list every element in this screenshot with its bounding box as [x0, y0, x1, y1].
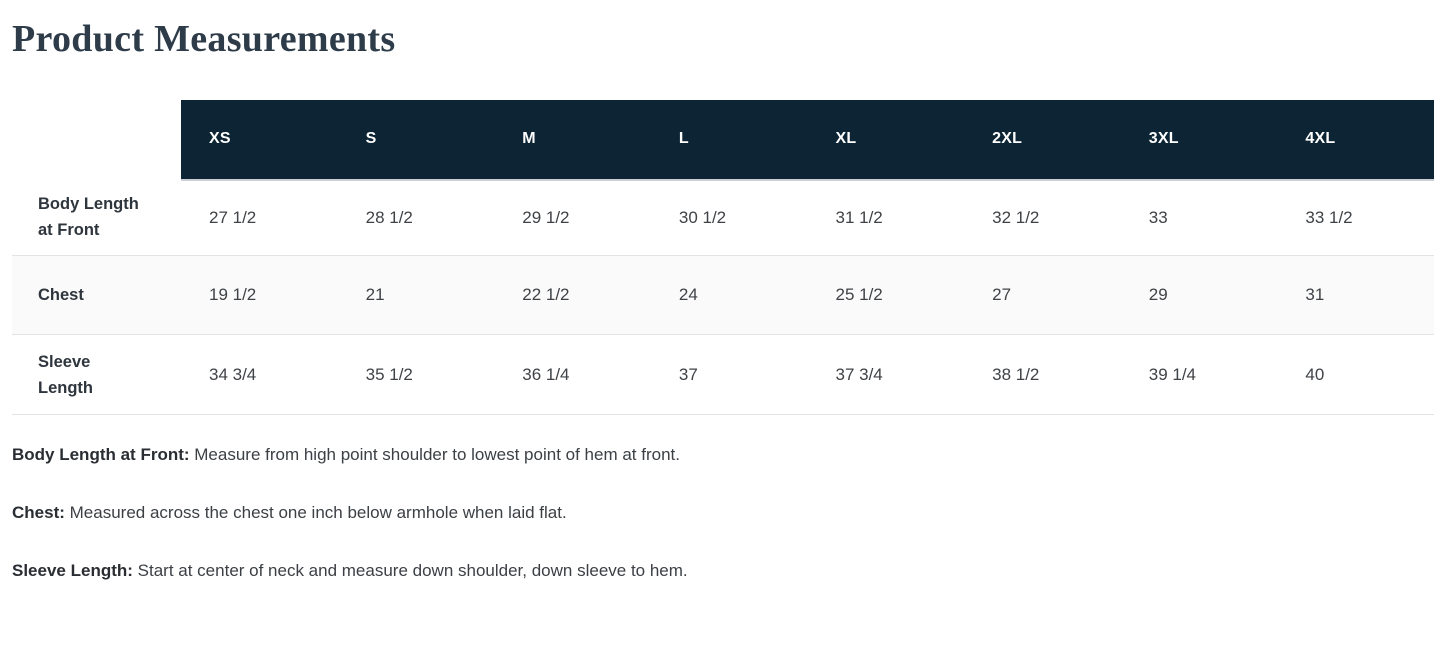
size-column-header-m: M	[494, 99, 651, 181]
measurement-cell: 21	[365, 285, 385, 304]
measurement-cell: 31 1/2	[835, 207, 883, 227]
measurement-cell: 31	[1305, 285, 1325, 304]
size-column-header-3xl: 3XL	[1120, 99, 1278, 181]
note-term: Sleeve Length:	[12, 561, 133, 580]
note-body-length: Body Length at Front: Measure from high …	[12, 443, 1434, 466]
row-label-chest: Chest	[38, 286, 84, 304]
measurement-cell: 35 1/2	[365, 364, 413, 384]
table-row-body-length: Body Length at Front 27 1/2 28 1/2 29 1/…	[12, 180, 1434, 256]
measurement-cell: 33	[1148, 207, 1168, 227]
measurement-cell: 29 1/2	[522, 207, 570, 227]
note-chest: Chest: Measured across the chest one inc…	[12, 501, 1434, 524]
measurement-cell: 29	[1148, 285, 1168, 304]
note-text: Measured across the chest one inch below…	[69, 503, 567, 522]
size-column-header-2xl: 2XL	[964, 99, 1121, 181]
measurement-cell: 30 1/2	[678, 207, 727, 227]
measurement-cell: 36 1/4	[522, 364, 570, 384]
note-text: Measure from high point shoulder to lowe…	[194, 445, 680, 464]
measurement-cell: 27 1/2	[209, 207, 257, 227]
product-measurements-section: Product Measurements XS S M L XL 2XL 3XL…	[12, 18, 1434, 582]
note-term: Chest:	[12, 503, 65, 522]
measurement-cell: 40	[1305, 364, 1325, 384]
measurement-cell: 24	[678, 285, 698, 304]
measurement-cell: 28 1/2	[365, 207, 413, 227]
note-term: Body Length at Front:	[12, 445, 190, 464]
note-sleeve-length: Sleeve Length: Start at center of neck a…	[12, 559, 1434, 582]
page-title: Product Measurements	[12, 18, 396, 60]
measurement-cell: 19 1/2	[209, 285, 257, 304]
measurement-cell: 39 1/4	[1148, 364, 1197, 384]
measurements-table: XS S M L XL 2XL 3XL 4XL Body Length at F…	[12, 99, 1434, 416]
measurement-cell: 38 1/2	[992, 364, 1040, 384]
measurement-notes: Body Length at Front: Measure from high …	[12, 443, 1434, 582]
measurement-cell: 34 3/4	[209, 364, 257, 384]
measurement-cell: 25 1/2	[835, 285, 883, 304]
size-column-header-s: S	[337, 99, 495, 181]
measurement-cell: 37 3/4	[835, 364, 883, 384]
size-column-header-4xl: 4XL	[1277, 99, 1434, 181]
measurement-cell: 32 1/2	[992, 207, 1040, 227]
size-header-row: XS S M L XL 2XL 3XL 4XL	[12, 99, 1434, 181]
note-text: Start at center of neck and measure down…	[137, 561, 688, 580]
size-column-header-xl: XL	[807, 99, 965, 181]
table-row-sleeve-length: Sleeve Length 34 3/4 35 1/2 36 1/4 37 37…	[12, 335, 1434, 415]
row-label-body-length: Body Length at Front	[38, 195, 139, 240]
table-row-chest: Chest 19 1/2 21 22 1/2 24 25 1/2 27 29 3…	[12, 255, 1434, 335]
measurement-cell: 22 1/2	[522, 285, 570, 304]
size-column-header-l: L	[650, 99, 808, 181]
measurement-cell: 27	[992, 285, 1012, 304]
measurement-cell: 33 1/2	[1305, 207, 1353, 227]
corner-cell	[12, 99, 181, 180]
size-column-header-xs: XS	[181, 99, 338, 181]
row-label-sleeve-length: Sleeve Length	[38, 352, 93, 397]
measurement-cell: 37	[678, 364, 698, 384]
